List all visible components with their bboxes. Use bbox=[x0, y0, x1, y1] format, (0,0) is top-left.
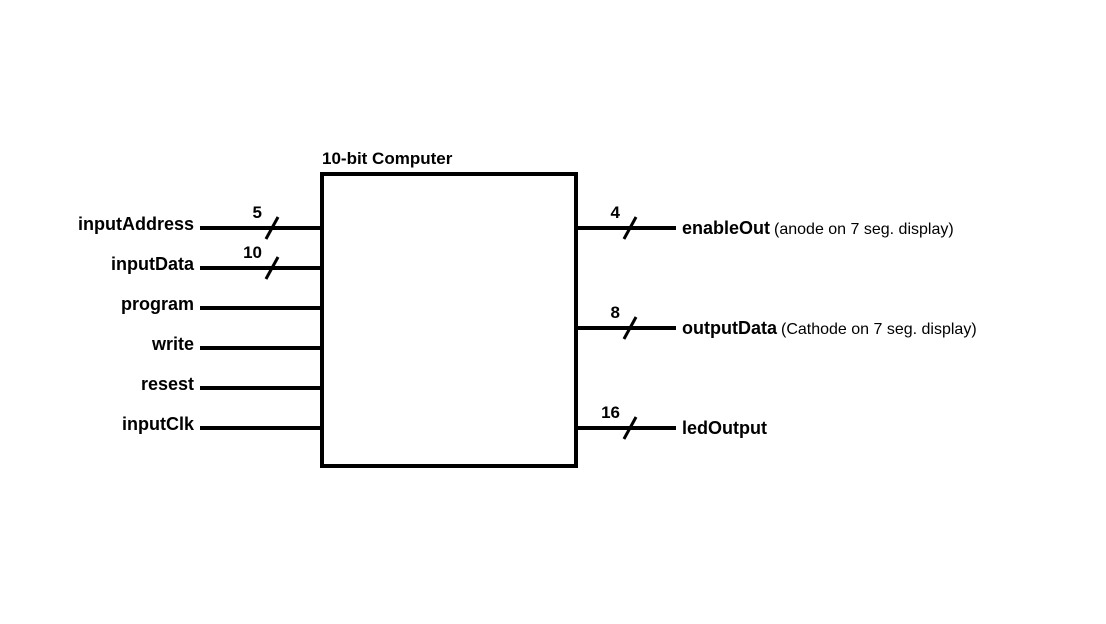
input-label: write bbox=[151, 334, 194, 354]
output-label: outputData bbox=[682, 318, 778, 338]
bus-width: 5 bbox=[253, 203, 262, 222]
computer-block bbox=[322, 174, 576, 466]
block-title: 10-bit Computer bbox=[322, 149, 453, 168]
block-diagram: 10-bit Computer inputAddress 5 inputData 10 p… bbox=[0, 0, 1106, 624]
bus-width: 10 bbox=[243, 243, 262, 262]
bus-width: 16 bbox=[601, 403, 620, 422]
input-label: program bbox=[121, 294, 194, 314]
output-note: (Cathode on 7 seg. display) bbox=[781, 321, 977, 338]
bus-width: 8 bbox=[611, 303, 620, 322]
bus-width: 4 bbox=[611, 203, 621, 222]
output-note: (anode on 7 seg. display) bbox=[774, 221, 954, 238]
output-label: ledOutput bbox=[682, 418, 767, 438]
input-label: inputAddress bbox=[78, 214, 194, 234]
input-label: inputData bbox=[111, 254, 195, 274]
input-label: inputClk bbox=[122, 414, 195, 434]
input-label: resest bbox=[141, 374, 194, 394]
output-label: enableOut bbox=[682, 218, 770, 238]
